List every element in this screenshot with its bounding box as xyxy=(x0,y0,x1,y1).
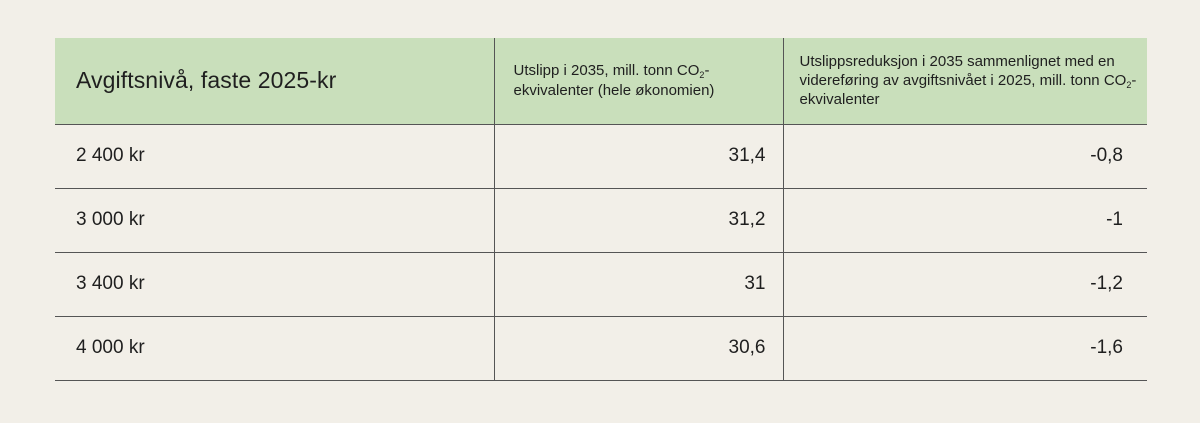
emissions-table: Avgiftsnivå, faste 2025-kr Utslipp i 203… xyxy=(55,38,1147,381)
table-row: 3 400 kr 31 -1,2 xyxy=(55,252,1147,316)
header-reduction: Utslippsreduksjon i 2035 sammenlignet me… xyxy=(783,38,1147,125)
header-reduction-subscript: 2 xyxy=(1126,80,1132,91)
table-row: 2 400 kr 31,4 -0,8 xyxy=(55,124,1147,188)
cell-reduction: -1,6 xyxy=(1090,337,1123,358)
header-emissions-text-end: -ekvivalenter (hele økonomien) xyxy=(513,61,715,99)
header-tax-level: Avgiftsnivå, faste 2025-kr xyxy=(55,38,495,125)
cell-emissions: 31,4 xyxy=(494,124,784,188)
cell-reduction: -1 xyxy=(1106,209,1123,230)
header-emissions-subscript: 2 xyxy=(699,69,705,80)
cell-reduction: -0,8 xyxy=(1090,145,1123,166)
table-body: 2 400 kr 31,4 -0,8 3 000 kr 31,2 -1 3 40… xyxy=(55,124,1147,380)
table-row: 3 000 kr 31,2 -1 xyxy=(55,188,1147,252)
cell-tax-level: 3 400 kr xyxy=(55,252,495,316)
cell-emissions: 31,2 xyxy=(494,188,784,252)
cell-tax-level: 4 000 kr xyxy=(55,316,495,380)
cell-tax-level: 2 400 kr xyxy=(55,124,495,188)
table-row: 4 000 kr 30,6 -1,6 xyxy=(55,316,1147,380)
emissions-table-container: Avgiftsnivå, faste 2025-kr Utslipp i 203… xyxy=(55,38,1147,381)
cell-emissions: 31 xyxy=(494,252,784,316)
header-reduction-text: Utslippsreduksjon i 2035 sammenlignet me… xyxy=(799,53,1127,90)
table-header-row: Avgiftsnivå, faste 2025-kr Utslipp i 203… xyxy=(55,38,1147,125)
header-emissions-text: Utslipp i 2035, mill. tonn CO xyxy=(513,61,700,79)
table-header: Avgiftsnivå, faste 2025-kr Utslipp i 203… xyxy=(55,38,1147,125)
header-reduction-text-end: -ekvivalenter xyxy=(799,72,1137,109)
header-emissions: Utslipp i 2035, mill. tonn CO2-ekvivalen… xyxy=(494,38,784,125)
cell-tax-level: 3 000 kr xyxy=(55,188,495,252)
cell-emissions: 30,6 xyxy=(494,316,784,380)
cell-reduction: -1,2 xyxy=(1090,273,1123,294)
